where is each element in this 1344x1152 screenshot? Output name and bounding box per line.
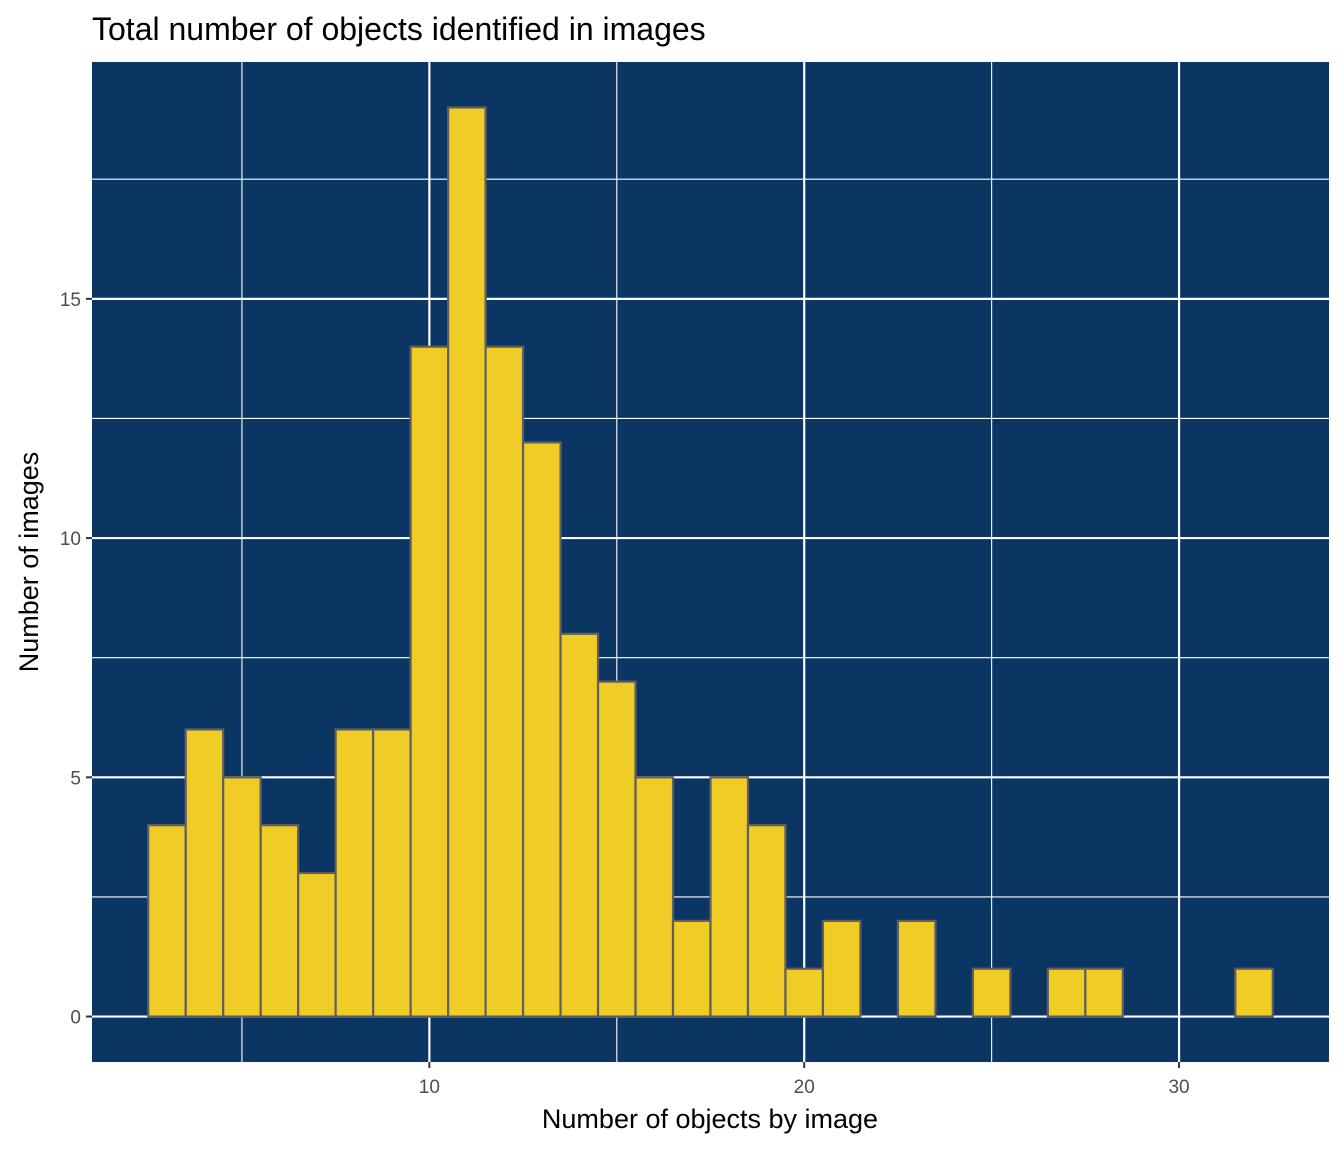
histogram-bar [596, 680, 637, 1018]
histogram-bar [521, 441, 562, 1018]
histogram-bar [184, 728, 225, 1018]
histogram-bar [222, 776, 262, 1018]
histogram-bar [484, 345, 525, 1018]
x-tick-label: 30 [1168, 1077, 1189, 1098]
x-tick-label: 20 [794, 1077, 815, 1098]
histogram-bar [746, 824, 787, 1018]
histogram-bar [1234, 967, 1274, 1018]
y-tick-label: 10 [60, 529, 81, 550]
chart-title: Total number of objects identified in im… [92, 11, 706, 47]
histogram-bar [559, 632, 600, 1018]
histogram-bar [372, 728, 412, 1018]
x-tick-label: 10 [419, 1077, 440, 1098]
histogram-bar [297, 871, 337, 1018]
histogram-bar [334, 728, 375, 1018]
histogram-bar [709, 776, 750, 1018]
y-axis-title: Number of images [14, 452, 44, 673]
histogram-bar [259, 824, 300, 1018]
histogram-bar [896, 919, 937, 1018]
axis-ticks: 10 20 30 0 5 10 15 [60, 290, 1190, 1098]
histogram-bar [971, 967, 1012, 1018]
histogram-bar [1046, 967, 1087, 1018]
y-tick-label: 0 [70, 1008, 81, 1029]
histogram-bar [147, 824, 187, 1018]
y-tick-label: 15 [60, 290, 81, 311]
histogram-bar [409, 345, 450, 1018]
y-tick-label: 5 [70, 768, 81, 789]
histogram-bar [671, 919, 712, 1018]
x-axis-title: Number of objects by image [542, 1104, 878, 1134]
histogram-bars [147, 106, 1274, 1018]
histogram-bar [784, 967, 825, 1018]
histogram-bar [821, 919, 862, 1018]
histogram-bar [634, 776, 675, 1018]
histogram-bar [447, 106, 487, 1018]
histogram-bar [1084, 967, 1124, 1018]
